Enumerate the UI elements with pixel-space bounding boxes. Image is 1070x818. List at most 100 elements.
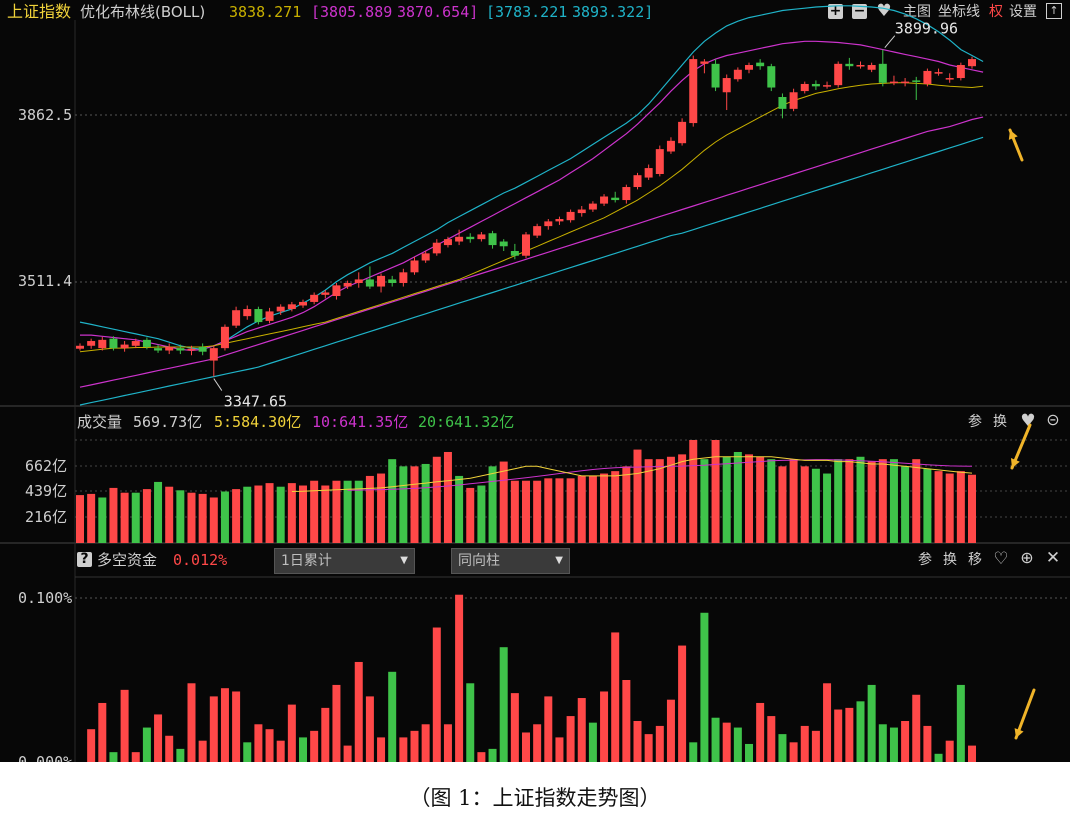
candle-body [287,304,296,310]
candle-body [923,70,932,84]
fund-flow-bar [678,645,687,762]
volume-switch-button[interactable]: 换 [993,414,1007,430]
volume-bar [187,492,196,543]
zoom-out-icon[interactable]: − [852,3,867,19]
candle-body [488,233,497,246]
volume-bar [934,471,943,543]
boll-mid-line [79,82,984,353]
volume-bar [455,475,464,543]
fund-flow-bar [365,696,374,762]
zoom-in-icon[interactable]: ⊕ [1020,548,1034,567]
candle-body [354,279,363,283]
rights-button[interactable]: 权 [989,4,1003,20]
close-icon[interactable]: ✕ [1045,548,1061,568]
fund-flow-bar [388,671,397,762]
fund-flow-bar [232,691,241,762]
fund-flow-bar [332,684,341,762]
fund-flow-bar [968,745,976,762]
candle-body [410,260,419,273]
index-name[interactable]: 上证指数 [7,2,72,21]
candle-body [689,59,698,124]
volume-bar [856,456,865,543]
flow-move-button[interactable]: 移 [968,552,982,568]
volume-bar [577,475,586,543]
fund-flow-bar [310,730,319,762]
indicator-name[interactable]: 优化布林线(BOLL) [80,3,206,21]
candle-body [421,253,430,261]
fund-flow-bar [455,594,464,762]
candle-body [154,348,163,351]
volume-bar [98,497,107,543]
heart-icon[interactable]: ♥ [876,1,892,21]
volume-bar [310,480,319,543]
candle-body [745,65,753,70]
heart-outline-icon[interactable]: ♡ [993,549,1009,569]
flow-y-tick: 0.100% [18,589,73,607]
bar-mode-dropdown[interactable]: 同向柱 ▼ [451,548,570,574]
settings-button[interactable]: 设置 [1009,4,1037,20]
flow-switch-button[interactable]: 换 [943,552,957,568]
volume-param-button[interactable]: 参 [968,414,982,430]
search-icon[interactable]: ⊝ [1046,410,1060,429]
candle-body [198,346,207,352]
volume-ma10: 10:641.35亿 [312,413,409,431]
candle-body [934,72,943,74]
fund-flow-bar [142,727,151,762]
volume-bar [923,468,932,543]
fund-flow-bar [901,721,910,762]
boll-lower-band-value: [3783.221 [486,3,568,21]
candle-body [733,69,742,80]
volume-bar [466,487,475,543]
candle-body [142,339,151,347]
flow-param-button[interactable]: 参 [918,552,932,568]
fund-flow-bar [410,730,419,762]
volume-bar [443,451,452,543]
candle-body [510,251,519,256]
volume-bar [510,480,519,543]
fund-flow-bar [198,740,207,762]
candle-body [477,234,486,240]
fund-flow-title[interactable]: 多空资金 [97,551,158,569]
fund-flow-bar [577,698,586,762]
axis-line-button[interactable]: 坐标线 [938,4,980,20]
volume-y-tick: 662亿 [25,457,68,475]
volume-bar [265,483,274,543]
fund-flow-bar [109,752,118,762]
candle-body [566,211,575,221]
boll-outer-upper-line [79,5,984,350]
fund-flow-bar [209,696,218,762]
volume-bar [499,461,508,543]
export-icon[interactable]: ↑ [1046,3,1062,19]
candle-body [332,285,341,297]
fund-flow-bar [733,727,742,762]
candle-body [176,348,185,351]
candle-body [901,81,910,84]
fund-flow-bar [187,683,196,762]
candle-body [722,78,731,93]
fund-flow-bar [666,699,675,762]
volume-bar [533,480,542,543]
candle-body [544,221,553,227]
volume-bar [901,466,910,543]
volume-value: 569.73亿 [133,413,203,431]
accumulation-dropdown[interactable]: 1日累计 ▼ [274,548,415,574]
fund-flow-value: 0.012% [173,551,228,569]
fund-flow-bar [522,732,530,762]
fund-flow-bar [120,689,129,762]
fund-flow-bar [443,724,452,762]
volume-bar [689,440,698,543]
volume-bar [399,466,408,543]
volume-bar [778,466,787,543]
volume-bar [756,456,765,543]
candle-body [700,61,709,64]
candle-body [633,175,642,188]
heart-icon[interactable]: ♥ [1020,411,1036,431]
volume-title[interactable]: 成交量 [77,413,123,431]
fund-flow-bar [154,714,163,762]
fund-flow-bar [98,702,107,762]
volume-bar [287,483,296,543]
candle-body [577,209,586,214]
zoom-in-icon[interactable]: + [828,3,843,19]
fund-flow-bar [867,684,876,762]
help-icon[interactable]: ? [77,552,92,567]
